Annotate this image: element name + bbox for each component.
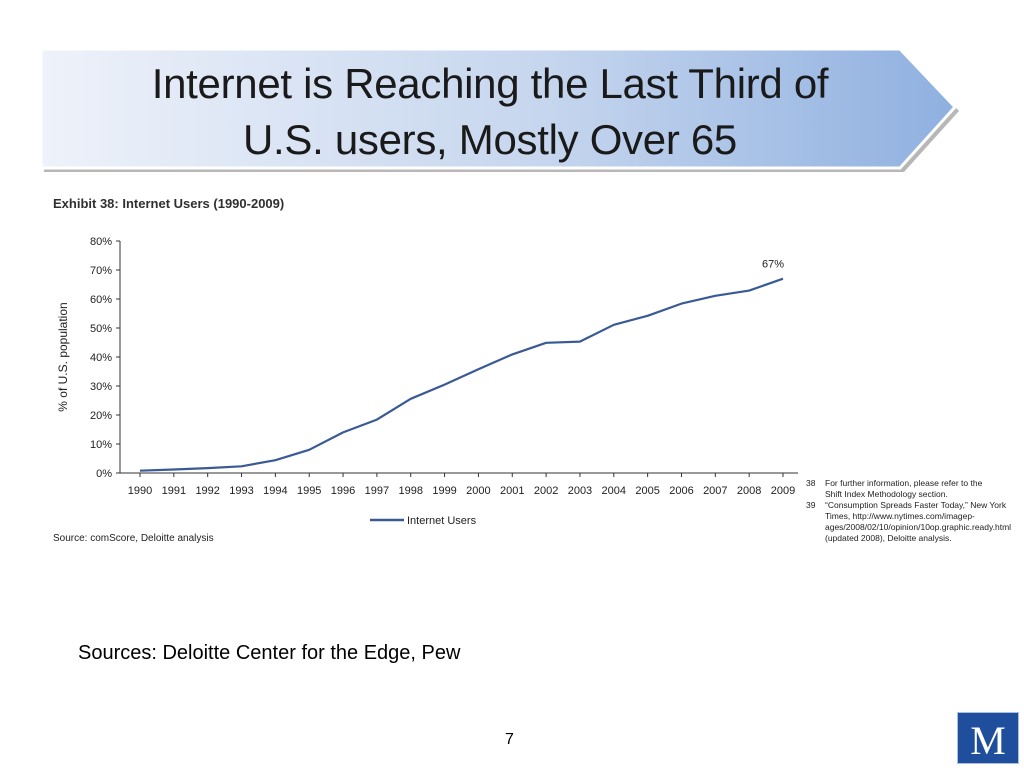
x-tick-label: 1991 bbox=[162, 485, 186, 497]
x-tick-label: 2001 bbox=[500, 485, 524, 497]
footnote-38: 38 For further information, please refer… bbox=[806, 478, 986, 500]
title-line-2: U.S. users, Mostly Over 65 bbox=[242, 116, 737, 163]
series-line-internet-users bbox=[139, 277, 784, 472]
y-tick-label: 80% bbox=[90, 236, 112, 248]
x-tick-label: 1992 bbox=[195, 485, 219, 497]
chart-source: Source: comScore, Deloitte analysis bbox=[53, 533, 214, 544]
x-tick-label: 2009 bbox=[771, 485, 795, 497]
legend-label: Internet Users bbox=[407, 515, 477, 527]
title-banner: Internet is Reaching the Last Third of U… bbox=[38, 44, 962, 176]
x-tick-label: 2008 bbox=[737, 485, 761, 497]
x-tick-label: 2006 bbox=[669, 485, 693, 497]
x-tick-label: 1999 bbox=[432, 485, 456, 497]
y-tick-label: 40% bbox=[90, 352, 112, 364]
y-tick-label: 60% bbox=[90, 294, 112, 306]
x-tick-label: 1998 bbox=[398, 485, 422, 497]
y-axis-label: % of U.S. population bbox=[56, 302, 70, 411]
x-tick-label: 2007 bbox=[703, 485, 727, 497]
footnotes: 38 For further information, please refer… bbox=[806, 478, 1011, 544]
y-tick-label: 70% bbox=[90, 265, 112, 277]
footnote-39: 39 “Consumption Spreads Faster Today,” N… bbox=[806, 500, 1011, 544]
x-tick-label: 2003 bbox=[568, 485, 592, 497]
x-tick-label: 1990 bbox=[128, 485, 152, 497]
footnote-text: “Consumption Spreads Faster Today,” New … bbox=[825, 500, 1012, 543]
logo-letter: M bbox=[970, 718, 1006, 763]
footnote-text: For further information, please refer to… bbox=[825, 478, 983, 499]
page-number: 7 bbox=[505, 731, 514, 748]
x-tick-label: 2002 bbox=[534, 485, 558, 497]
footnote-number: 38 bbox=[806, 478, 816, 488]
x-tick-label: 2005 bbox=[635, 485, 659, 497]
y-tick-label: 0% bbox=[96, 468, 112, 480]
exhibit-title: Exhibit 38: Internet Users (1990-2009) bbox=[53, 196, 285, 211]
x-tick-label: 1997 bbox=[365, 485, 389, 497]
footnote-number: 39 bbox=[806, 500, 816, 510]
y-tick-label: 50% bbox=[90, 323, 112, 335]
title-line-1: Internet is Reaching the Last Third of bbox=[151, 60, 829, 107]
slide-title: Internet is Reaching the Last Third of U… bbox=[90, 56, 890, 168]
x-tick-label: 1995 bbox=[297, 485, 321, 497]
x-tick-label: 1993 bbox=[229, 485, 253, 497]
x-tick-label: 2000 bbox=[466, 485, 490, 497]
y-tick-label: 20% bbox=[90, 410, 112, 422]
banner-arrow-shape bbox=[39, 47, 959, 172]
y-tick-label: 30% bbox=[90, 381, 112, 393]
x-tick-label: 2004 bbox=[602, 485, 626, 497]
x-tick-label: 1996 bbox=[331, 485, 355, 497]
x-tick-label: 1994 bbox=[263, 485, 287, 497]
sources-note: Sources: Deloitte Center for the Edge, P… bbox=[78, 642, 461, 664]
data-label: 67% bbox=[762, 259, 784, 271]
y-tick-label: 10% bbox=[90, 439, 112, 451]
company-logo: M bbox=[957, 712, 1019, 764]
